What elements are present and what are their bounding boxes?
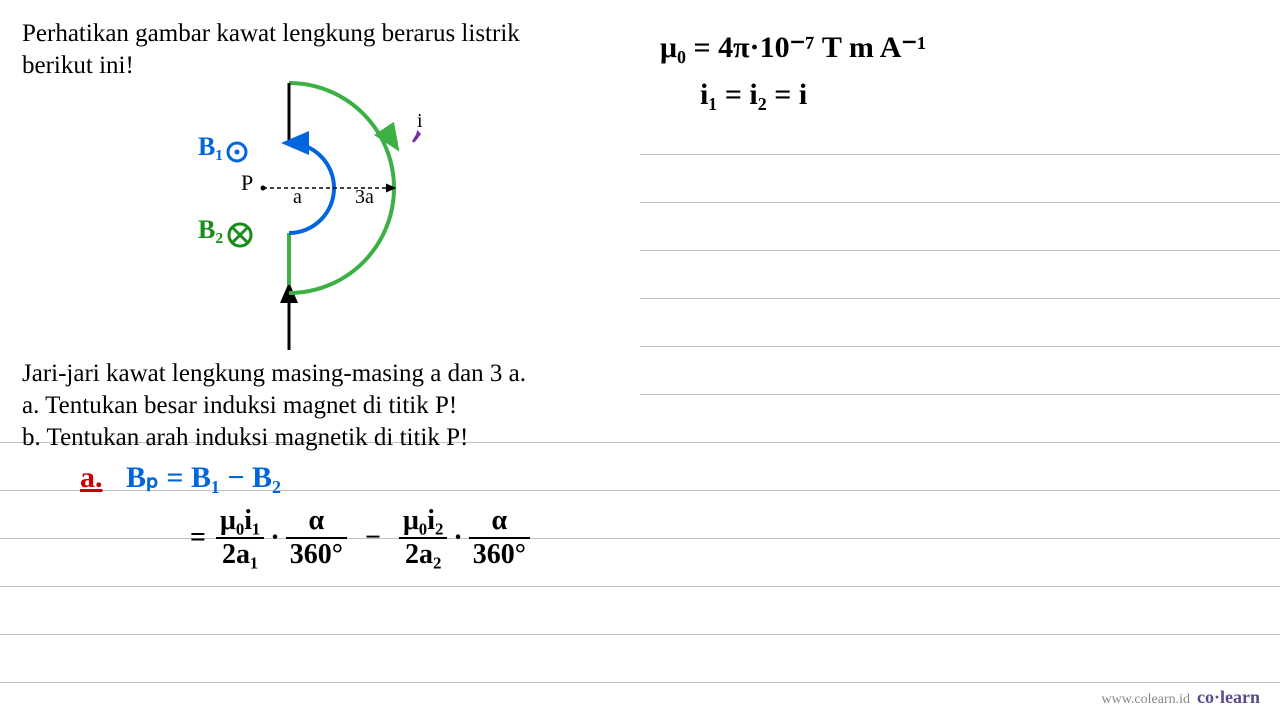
- label-a: a: [293, 186, 302, 209]
- mu0-label: μ₀: [660, 31, 686, 64]
- footer-url: www.colearn.id: [1102, 692, 1191, 707]
- solution-a: a. Bₚ = B₁ − B₂: [80, 460, 281, 495]
- bp-expr: Bₚ = B₁ − B₂: [126, 461, 281, 494]
- label-b1: B₁: [198, 132, 223, 162]
- given-currents: i₁ = i₂ = i: [700, 78, 807, 112]
- frac1-num: μ₀i₁: [216, 505, 264, 539]
- footer: www.colearn.id co·learn: [1102, 687, 1261, 708]
- problem-line2: berikut ini!: [22, 50, 134, 83]
- label-i: i: [417, 110, 423, 133]
- given-mu0: μ₀ = 4π·10⁻⁷ T m A⁻¹: [660, 30, 926, 65]
- frac1-den: 2a₁: [216, 539, 264, 571]
- diagram: B₁ B₂ P a 3a i: [195, 70, 475, 360]
- solution-line2: = μ₀i₁ 2a₁ · α 360° − μ₀i₂ 2a₂ · α 360°: [190, 505, 534, 571]
- footer-brand: co·learn: [1197, 687, 1260, 707]
- frac3-den: 2a₂: [399, 539, 447, 571]
- frac2-den: 360°: [286, 539, 347, 571]
- frac4-num: α: [469, 505, 530, 539]
- problem-part-a: a. Tentukan besar induksi magnet di titi…: [22, 390, 457, 423]
- label-b2: B₂: [198, 215, 223, 245]
- frac2-num: α: [286, 505, 347, 539]
- problem-desc: Jari-jari kawat lengkung masing-masing a…: [22, 358, 526, 391]
- label-p: P: [241, 170, 253, 196]
- problem-part-b: b. Tentukan arah induksi magnetik di tit…: [22, 422, 468, 455]
- frac4-den: 360°: [469, 539, 530, 571]
- mu0-value: 4π·10⁻⁷ T m A⁻¹: [718, 31, 926, 64]
- problem-line1: Perhatikan gambar kawat lengkung berarus…: [22, 18, 520, 51]
- frac3-num: μ₀i₂: [399, 505, 447, 539]
- part-a-label: a.: [80, 461, 103, 494]
- label-3a: 3a: [355, 186, 374, 209]
